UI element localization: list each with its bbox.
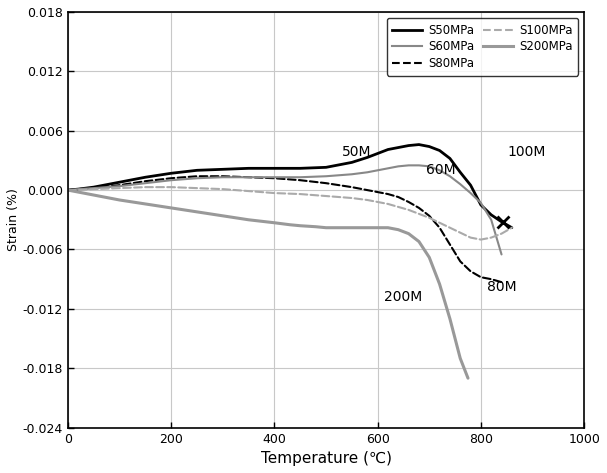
Text: 100M: 100M (507, 146, 546, 159)
Text: 80M: 80M (487, 280, 517, 294)
Legend: S50MPa, S60MPa, S80MPa, S100MPa, S200MPa, : S50MPa, S60MPa, S80MPa, S100MPa, S200MPa… (387, 18, 578, 76)
X-axis label: Temperature (℃): Temperature (℃) (260, 451, 392, 466)
Text: 200M: 200M (384, 290, 422, 304)
Text: 60M: 60M (426, 163, 455, 177)
Text: 50M: 50M (342, 146, 371, 159)
Y-axis label: Strain (%): Strain (%) (7, 188, 20, 251)
